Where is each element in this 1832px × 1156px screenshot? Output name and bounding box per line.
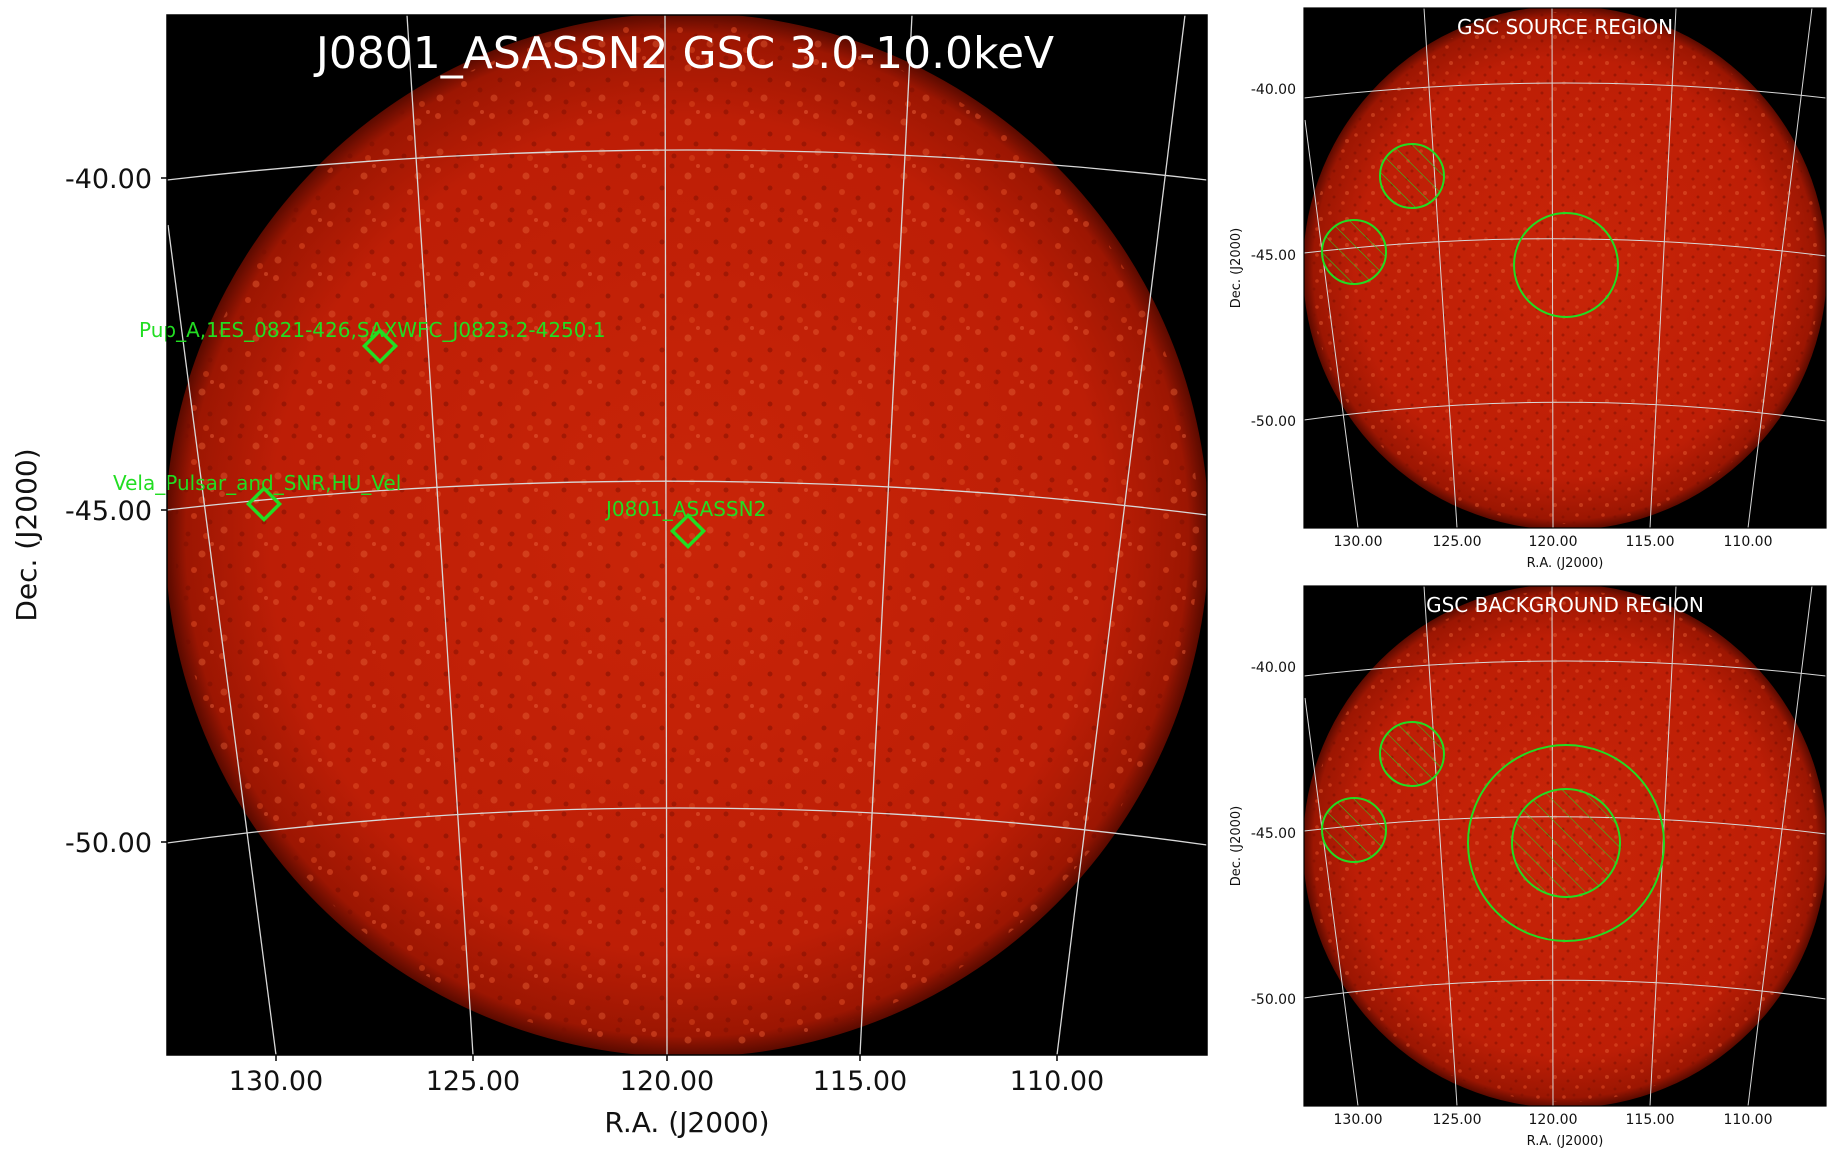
src-grid-ra <box>1304 119 1359 528</box>
bkg-ytick-label: -40.00 <box>1251 660 1296 676</box>
main-source-vela[interactable]: Vela_Pulsar_and_SNR,HU_Vel <box>113 471 401 523</box>
bkg-excluded-region-pupa[interactable] <box>1379 721 1445 787</box>
bkg-xtick-label: 130.00 <box>1334 1112 1383 1128</box>
main-xtick-label: 120.00 <box>620 1066 714 1097</box>
src-title: GSC SOURCE REGION <box>1457 15 1673 39</box>
src-grid-ra <box>1747 8 1813 528</box>
main-axes-frame <box>166 14 1208 1056</box>
bkg-axes-frame <box>1303 585 1827 1107</box>
main-xtick-label: 115.00 <box>813 1066 907 1097</box>
bkg-ytick-label: -50.00 <box>1251 992 1296 1008</box>
bkg-grid-ra <box>1747 586 1813 1106</box>
bkg-excluded-region-vela[interactable] <box>1321 797 1387 863</box>
bkg-ytick-label: -45.00 <box>1251 826 1296 842</box>
source-marker-icon <box>245 485 283 523</box>
src-grid-ra <box>1551 8 1554 528</box>
bkg-xtick-label: 115.00 <box>1626 1112 1675 1128</box>
src-ytick-label: -50.00 <box>1251 414 1296 430</box>
main-ylabel: Dec. (J2000) <box>10 448 43 621</box>
src-ytick-label: -45.00 <box>1251 248 1296 264</box>
main-grid-dec-45 <box>167 480 1207 516</box>
main-source-j0801[interactable]: J0801_ASASSN2 <box>604 497 766 550</box>
bkg-xtick-label: 125.00 <box>1433 1112 1482 1128</box>
src-ylabel: Dec. (J2000) <box>1229 228 1244 308</box>
src-xtick-label: 110.00 <box>1724 534 1773 550</box>
bkg-title: GSC BACKGROUND REGION <box>1426 593 1704 617</box>
bkg-grid-ra <box>1423 586 1458 1106</box>
src-grid-ra <box>1649 8 1677 528</box>
source-label: Pup_A,1ES_0821-426,SAXWFC_J0823.2-4250.1 <box>139 318 606 342</box>
main-ytick-label: -50.00 <box>65 828 152 859</box>
bkg-xtick-label: 110.00 <box>1724 1112 1773 1128</box>
src-grid-ra <box>1423 8 1458 528</box>
main-ytick-label: -45.00 <box>65 496 152 527</box>
main-xtick-label: 110.00 <box>1010 1066 1104 1097</box>
source-marker-icon <box>669 512 707 550</box>
src-xtick-label: 125.00 <box>1433 534 1482 550</box>
main-title: J0801_ASASSN2 GSC 3.0-10.0keV <box>313 28 1054 79</box>
main-grid-dec-40 <box>167 149 1207 181</box>
src-excluded-region-vela[interactable] <box>1321 219 1387 285</box>
bkg-annulus-inner-excluded[interactable] <box>1511 788 1621 898</box>
src-grid-dec <box>1304 401 1826 422</box>
main-noise-texture <box>175 23 1199 1047</box>
bkg-xtick-label: 120.00 <box>1529 1112 1578 1128</box>
bkg-grid-dec <box>1304 979 1826 1000</box>
src-grid-dec <box>1304 82 1826 99</box>
bkg-grid-dec <box>1304 660 1826 677</box>
src-xtick-label: 130.00 <box>1334 534 1383 550</box>
bkg-grid-ra <box>1304 697 1359 1106</box>
source-marker-icon <box>361 327 399 365</box>
bkg-annulus-outer-circle[interactable] <box>1467 744 1665 942</box>
main-panel: J0801_ASASSN2 GSC 3.0-10.0keV Pup_A,1ES_… <box>10 14 1208 1139</box>
background-region-panel: GSC BACKGROUND REGION -40.00 -45.00 -50.… <box>1229 585 1827 1149</box>
main-xtick-label: 130.00 <box>229 1066 323 1097</box>
src-noise-texture <box>1309 12 1821 524</box>
main-xlabel: R.A. (J2000) <box>604 1106 769 1139</box>
bkg-xlabel: R.A. (J2000) <box>1527 1134 1604 1149</box>
main-grid-ra-130 <box>167 224 277 1055</box>
src-xtick-label: 120.00 <box>1529 534 1578 550</box>
main-xtick-label: 125.00 <box>426 1066 520 1097</box>
main-grid-dec-50 <box>167 807 1207 846</box>
main-grid-ra-115 <box>859 15 913 1055</box>
src-ytick-label: -40.00 <box>1251 82 1296 98</box>
source-label: J0801_ASASSN2 <box>604 497 766 521</box>
main-source-pupa[interactable]: Pup_A,1ES_0821-426,SAXWFC_J0823.2-4250.1 <box>139 318 606 365</box>
src-axes-frame <box>1303 7 1827 529</box>
bkg-ylabel: Dec. (J2000) <box>1229 806 1244 886</box>
main-grid-ra-120 <box>664 15 668 1055</box>
main-grid-ra-125 <box>406 15 474 1055</box>
main-grid-ra-110 <box>1056 15 1186 1055</box>
source-label: Vela_Pulsar_and_SNR,HU_Vel <box>113 471 401 495</box>
src-source-region-circle[interactable] <box>1513 212 1619 318</box>
src-xtick-label: 115.00 <box>1626 534 1675 550</box>
src-xlabel: R.A. (J2000) <box>1527 556 1604 571</box>
main-ytick-label: -40.00 <box>65 164 152 195</box>
src-excluded-region-pupa[interactable] <box>1379 143 1445 209</box>
source-region-panel: GSC SOURCE REGION -40.00 -45.00 -50.00 1… <box>1229 7 1827 571</box>
